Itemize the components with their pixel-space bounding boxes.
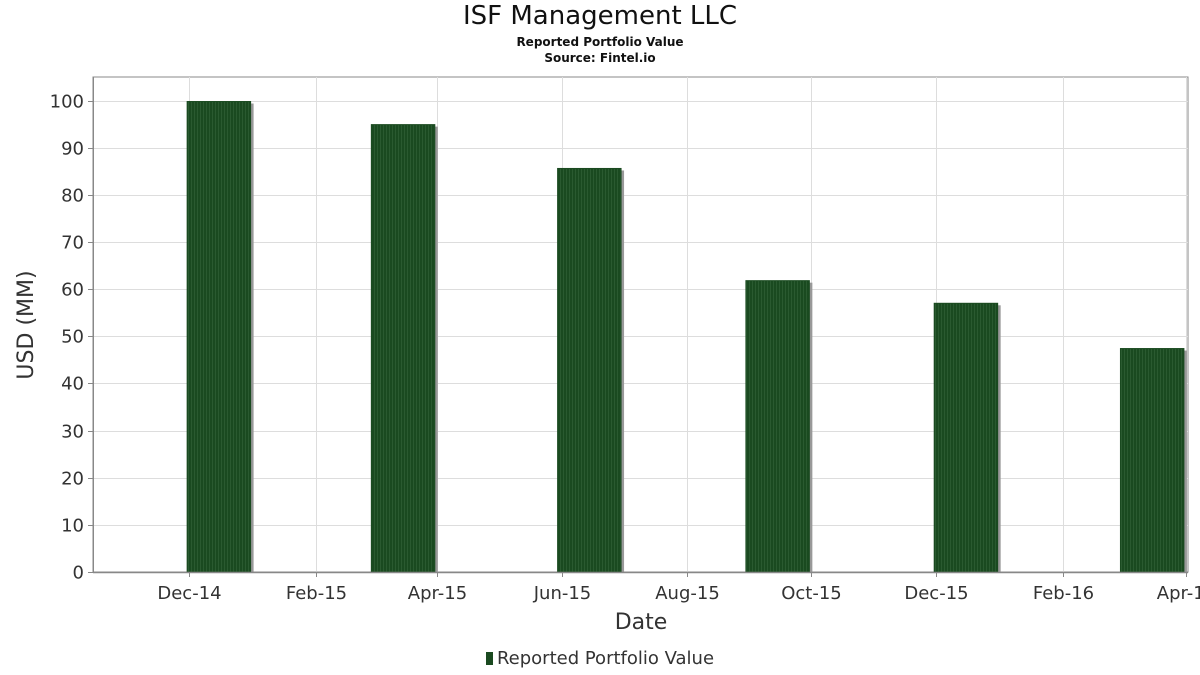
x-tick-label: Jun-15 [533, 583, 592, 604]
chart-subtitle: Reported Portfolio Value [516, 35, 684, 49]
x-tick-label: Oct-15 [781, 583, 842, 604]
bar [745, 280, 810, 573]
x-tick-label: Apr-15 [408, 583, 467, 604]
bar [370, 124, 436, 573]
legend: Reported Portfolio Value [0, 648, 1200, 669]
bar [186, 101, 252, 573]
chart-title: ISF Management LLC [462, 1, 738, 31]
x-tick-label: Feb-15 [286, 583, 347, 604]
bar [933, 302, 999, 573]
legend-label: Reported Portfolio Value [496, 648, 715, 669]
chart-source: Source: Fintel.io [544, 51, 656, 65]
x-tick-label: Dec-15 [904, 583, 968, 604]
y-tick-label: 80 [61, 186, 84, 207]
y-tick-label: 70 [61, 233, 84, 254]
x-tick-label: Feb-16 [1033, 583, 1094, 604]
y-tick-label: 60 [61, 280, 84, 301]
x-tick-label: Dec-14 [157, 583, 221, 604]
y-tick-label: 0 [73, 563, 84, 584]
y-tick-label: 20 [61, 469, 84, 490]
grid [92, 76, 1189, 573]
y-tick-label: 100 [50, 92, 84, 113]
y-tick-label: 40 [61, 374, 84, 395]
x-axis-title: Date [615, 610, 668, 635]
plot-area [92, 76, 1189, 573]
bar [557, 167, 622, 573]
bars [186, 101, 1187, 573]
y-tick-label: 30 [61, 422, 84, 443]
legend-swatch [485, 652, 493, 665]
y-tick-label: 90 [61, 139, 84, 160]
y-axis-title: USD (MM) [14, 270, 39, 379]
y-tick-label: 50 [61, 327, 84, 348]
bar [1119, 348, 1185, 573]
x-tick-label: Apr-16 [1157, 583, 1200, 604]
axes: 0 10 20 30 40 50 60 70 80 90 100 Dec-14 Feb-15 Apr-15… [50, 77, 1200, 604]
y-tick-label: 10 [61, 516, 84, 537]
x-tick-label: Aug-15 [655, 583, 720, 604]
